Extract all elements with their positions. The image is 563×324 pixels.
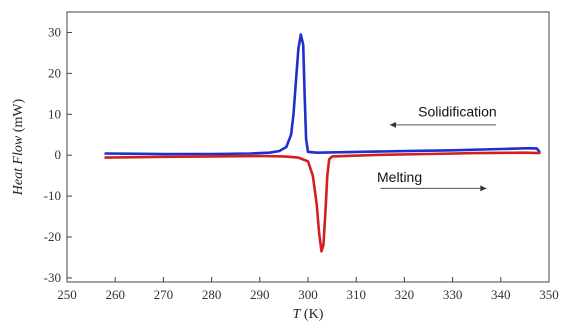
series-line-0 <box>104 33 541 156</box>
y-axis: -30 -20 -10 0 10 20 30 <box>44 24 72 285</box>
y-tick-label: 20 <box>48 65 61 80</box>
y-tick-label: 30 <box>48 24 61 39</box>
x-tick-label: 350 <box>539 287 559 302</box>
x-tick-label: 320 <box>395 287 415 302</box>
annotations: Solidification Melting <box>377 103 497 192</box>
x-tick-label: 270 <box>154 287 174 302</box>
series-line-1 <box>104 151 541 253</box>
x-tick-label: 330 <box>443 287 463 302</box>
x-tick-label: 250 <box>57 287 77 302</box>
y-axis-title: Heat Flow (mW) <box>11 98 26 196</box>
x-tick-label: 280 <box>202 287 222 302</box>
annotation-label-0: Solidification <box>418 103 497 119</box>
x-tick-label: 300 <box>298 287 318 302</box>
x-tick-label: 310 <box>346 287 366 302</box>
y-tick-label: -10 <box>44 188 61 203</box>
x-axis: 250 260 270 280 290 300 310 320 330 340 350 <box>57 277 559 302</box>
y-tick-label: 0 <box>55 147 62 162</box>
x-tick-label: 260 <box>105 287 125 302</box>
y-tick-label: 10 <box>48 106 61 121</box>
y-tick-label: -30 <box>44 270 61 285</box>
series-layer <box>104 33 541 253</box>
y-tick-label: -20 <box>44 229 61 244</box>
x-tick-label: 340 <box>491 287 511 302</box>
annotation-arrowhead-0 <box>389 121 396 128</box>
x-axis-title: T (K) <box>293 307 324 322</box>
annotation-label-1: Melting <box>377 169 422 185</box>
annotation-arrowhead-1 <box>480 185 487 192</box>
x-tick-label: 290 <box>250 287 270 302</box>
